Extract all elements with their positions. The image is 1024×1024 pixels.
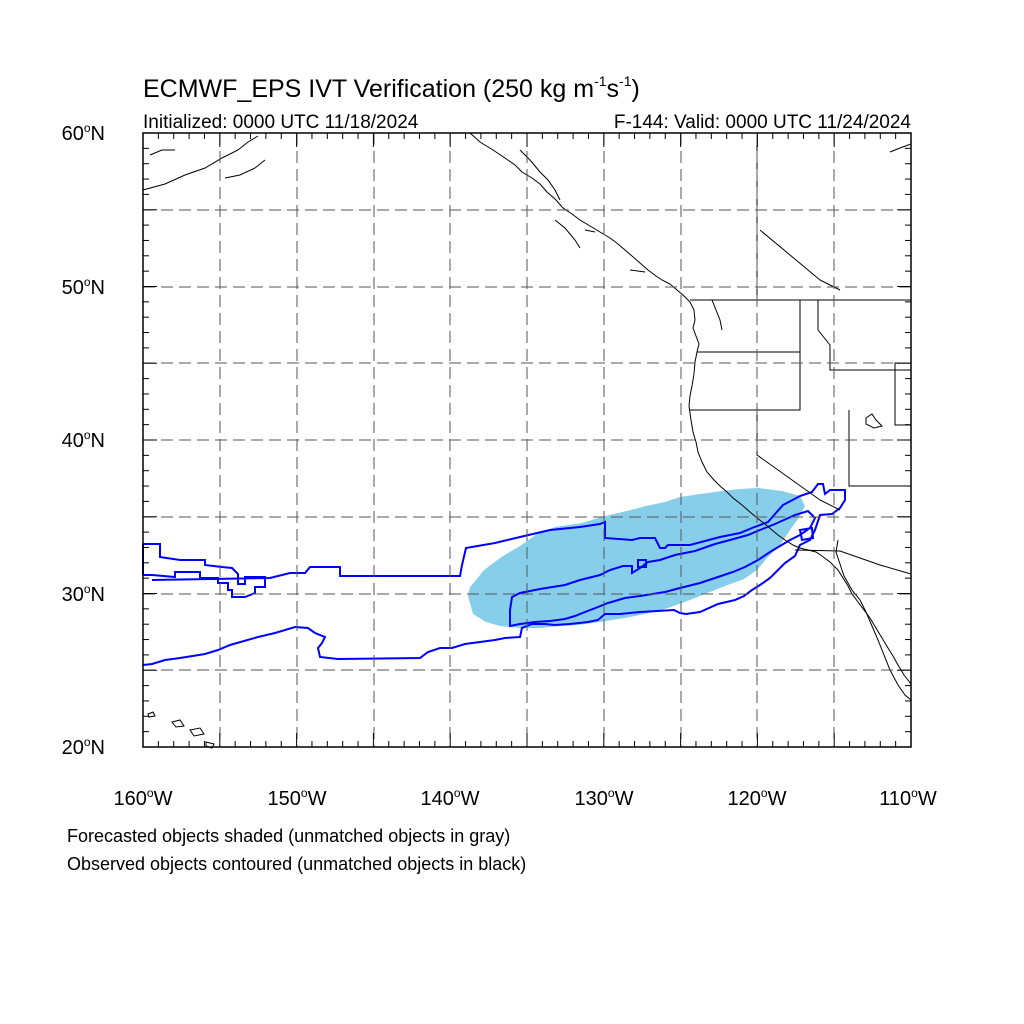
lon-label-120w: 120oW (728, 786, 787, 810)
canada-coast-islands (142, 135, 912, 331)
legend-forecast: Forecasted objects shaded (unmatched obj… (67, 826, 510, 846)
lon-label-110w: 110oW (879, 786, 937, 810)
lon-label-130w: 130oW (575, 786, 634, 810)
latitude-labels: 20oN 30oN 40oN 50oN 60oN (62, 121, 105, 759)
map-panel (142, 132, 912, 749)
forecast-object-fill (468, 488, 805, 628)
lat-label-60: 60oN (62, 121, 105, 145)
observed-inner-contour (509, 509, 817, 628)
axis-ticks (142, 132, 912, 748)
hawaii-islands (147, 711, 215, 749)
lon-label-150w: 150oW (268, 786, 327, 810)
graticule (143, 133, 911, 747)
legend-observed: Observed objects contoured (unmatched ob… (67, 854, 526, 874)
observed-small-contour (637, 526, 815, 568)
baja-gulf-coast (835, 539, 912, 701)
valid-time-label: F-144: Valid: 0000 UTC 11/24/2024 (614, 112, 912, 133)
longitude-labels: 160oW 150oW 140oW 130oW 120oW 110oW (114, 786, 937, 810)
figure-title: ECMWF_EPS IVT Verification (250 kg m-1s-… (143, 73, 640, 103)
north-america-coastline (469, 132, 912, 685)
lat-label-40: 40oN (62, 428, 105, 452)
lat-label-50: 50oN (62, 275, 105, 299)
lon-label-140w: 140oW (421, 786, 480, 810)
lat-label-30: 30oN (62, 582, 105, 606)
init-time-label: Initialized: 0000 UTC 11/18/2024 (143, 112, 419, 133)
lon-label-160w: 160oW (114, 786, 173, 810)
lake-shape (865, 413, 883, 429)
lat-label-20: 20oN (62, 735, 105, 759)
